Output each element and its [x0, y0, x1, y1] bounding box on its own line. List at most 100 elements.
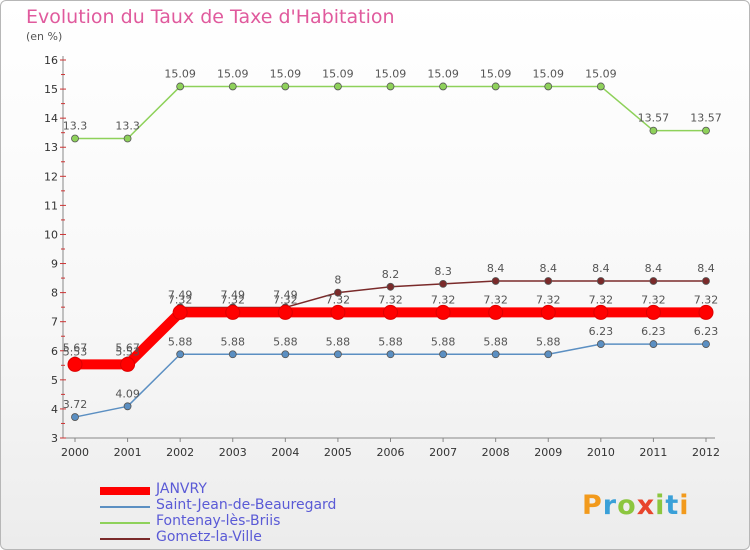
data-point	[540, 304, 556, 320]
legend-label: JANVRY	[156, 481, 207, 497]
data-label: 7.32	[536, 293, 561, 306]
chart-title: Evolution du Taux de Taxe d'Habitation	[26, 6, 395, 28]
data-label: 5.88	[326, 335, 351, 348]
data-label: 13.3	[63, 120, 88, 133]
data-point	[488, 304, 504, 320]
legend-swatch	[100, 538, 150, 540]
data-label: 3.72	[63, 398, 88, 411]
data-point	[228, 350, 237, 359]
legend-swatch	[100, 522, 150, 524]
data-label: 7.32	[694, 293, 719, 306]
proxiti-logo: Proxiti	[582, 490, 690, 521]
x-tick-label: 2010	[587, 446, 615, 459]
data-label: 7.32	[483, 293, 508, 306]
data-label: 13.3	[115, 120, 140, 133]
data-label: 7.32	[168, 293, 193, 306]
data-label: 8.4	[592, 262, 610, 275]
x-tick-label: 2005	[324, 446, 352, 459]
data-point	[176, 350, 185, 359]
data-label: 8.4	[645, 262, 663, 275]
logo-letter: r	[602, 490, 618, 521]
data-point	[439, 82, 447, 91]
legend-item: Gometz-la-Ville	[100, 529, 360, 547]
y-tick-label: 11	[44, 199, 58, 212]
data-point	[172, 304, 188, 320]
data-label: 6.23	[641, 325, 666, 338]
data-label: 15.09	[375, 67, 407, 80]
x-tick-label: 2012	[692, 446, 720, 459]
data-label: 7.49	[168, 288, 193, 301]
data-label: 7.49	[221, 288, 246, 301]
y-tick-label: 16	[44, 54, 58, 67]
data-label: 6.23	[589, 325, 614, 338]
data-label: 7.49	[273, 288, 298, 301]
y-tick-label: 12	[44, 170, 58, 183]
data-label: 5.88	[431, 335, 456, 348]
y-tick-label: 5	[51, 374, 58, 387]
data-label: 5.88	[221, 335, 246, 348]
logo-letter: i	[679, 490, 690, 521]
data-point	[334, 350, 342, 359]
data-point	[228, 82, 237, 91]
y-tick-label: 4	[51, 403, 58, 416]
data-point	[435, 304, 451, 320]
logo-letter: P	[582, 490, 603, 521]
x-tick-label: 2008	[482, 446, 510, 459]
data-label: 5.88	[273, 335, 298, 348]
data-label: 5.88	[378, 335, 403, 348]
data-label: 7.32	[273, 293, 298, 306]
data-label: 8.3	[434, 265, 452, 278]
data-label: 15.09	[164, 67, 196, 80]
data-point	[649, 277, 658, 285]
data-point	[544, 277, 553, 285]
data-point	[491, 82, 500, 91]
series-line-2	[74, 85, 707, 140]
data-point	[649, 126, 658, 135]
data-point	[67, 356, 83, 372]
data-label: 15.09	[427, 67, 459, 80]
data-label: 15.09	[480, 67, 512, 80]
data-label: 5.67	[115, 341, 140, 354]
data-label: 15.09	[322, 67, 354, 80]
data-label: 8.4	[487, 262, 505, 275]
data-point	[491, 277, 500, 285]
data-point	[596, 277, 605, 285]
y-tick-label: 7	[51, 316, 58, 329]
x-tick-label: 2011	[639, 446, 667, 459]
x-tick-label: 2002	[166, 446, 194, 459]
y-tick-label: 10	[44, 228, 58, 241]
data-point	[71, 413, 79, 421]
data-point	[123, 402, 132, 411]
data-point	[386, 82, 395, 91]
y-tick-label: 13	[44, 141, 58, 154]
data-label: 15.09	[270, 67, 302, 80]
y-tick-label: 8	[51, 287, 58, 300]
data-label: 6.23	[694, 325, 719, 338]
data-point	[120, 356, 136, 372]
data-label: 4.09	[115, 387, 140, 400]
data-point	[593, 304, 609, 320]
data-point	[439, 350, 447, 359]
data-point	[596, 340, 605, 348]
data-label: 8.4	[540, 262, 558, 275]
data-point	[330, 304, 346, 320]
data-label: 15.09	[217, 67, 249, 80]
data-point	[702, 340, 710, 348]
data-point	[225, 304, 241, 320]
legend-swatch	[100, 487, 150, 495]
data-label: 5.67	[63, 341, 88, 354]
y-tick-label: 15	[44, 83, 58, 96]
legend-item: Saint-Jean-de-Beauregard	[100, 497, 360, 515]
x-tick-label: 2001	[114, 446, 142, 459]
data-point	[544, 350, 553, 359]
data-point	[386, 350, 395, 359]
data-label: 5.88	[536, 335, 561, 348]
data-point	[334, 82, 342, 91]
data-label: 7.32	[589, 293, 614, 306]
data-point	[281, 350, 290, 359]
data-point	[176, 82, 185, 91]
y-tick-label: 3	[51, 432, 58, 445]
data-label: 13.57	[638, 112, 670, 125]
legend-swatch	[100, 506, 150, 508]
x-tick-label: 2000	[61, 446, 89, 459]
